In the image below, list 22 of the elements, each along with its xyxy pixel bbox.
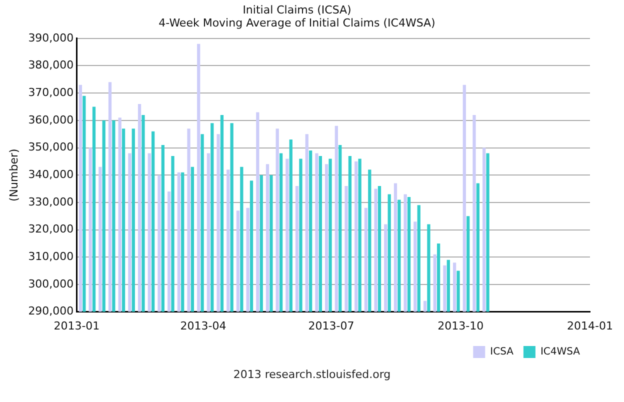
x-tick-label: 2014-01 [567,319,613,332]
legend-label: IC4WSA [540,346,580,358]
chart-title: Initial Claims (ICSA) [242,3,352,16]
chart-subtitle: 4-Week Moving Average of Initial Claims (IC4WSA) [158,16,436,30]
y-tick-label: 370,000 [28,86,74,99]
y-tick-label: 310,000 [28,250,74,263]
y-tick-label: 330,000 [28,195,74,208]
y-tick-label: 300,000 [28,277,74,290]
y-tick-label: 350,000 [28,140,74,154]
x-tick-label: 2013-01 [54,319,100,332]
y-tick-label: 360,000 [28,113,74,126]
y-tick-label: 320,000 [28,222,74,236]
y-tick-label: 340,000 [28,168,74,181]
y-tick-label: 380,000 [28,58,74,72]
text: 2013 research.stlouisfed.org [232,368,392,381]
y-tick-label: 390,000 [28,31,74,44]
x-tick-label: 2013-10 [438,319,484,332]
x-tick-label: 2013-04 [180,319,226,332]
x-tick-label: 2013-07 [308,319,354,332]
y-axis-title: (Number) [7,148,20,202]
y-tick-label: 290,000 [28,304,74,318]
legend-label: ICSA [490,346,514,358]
